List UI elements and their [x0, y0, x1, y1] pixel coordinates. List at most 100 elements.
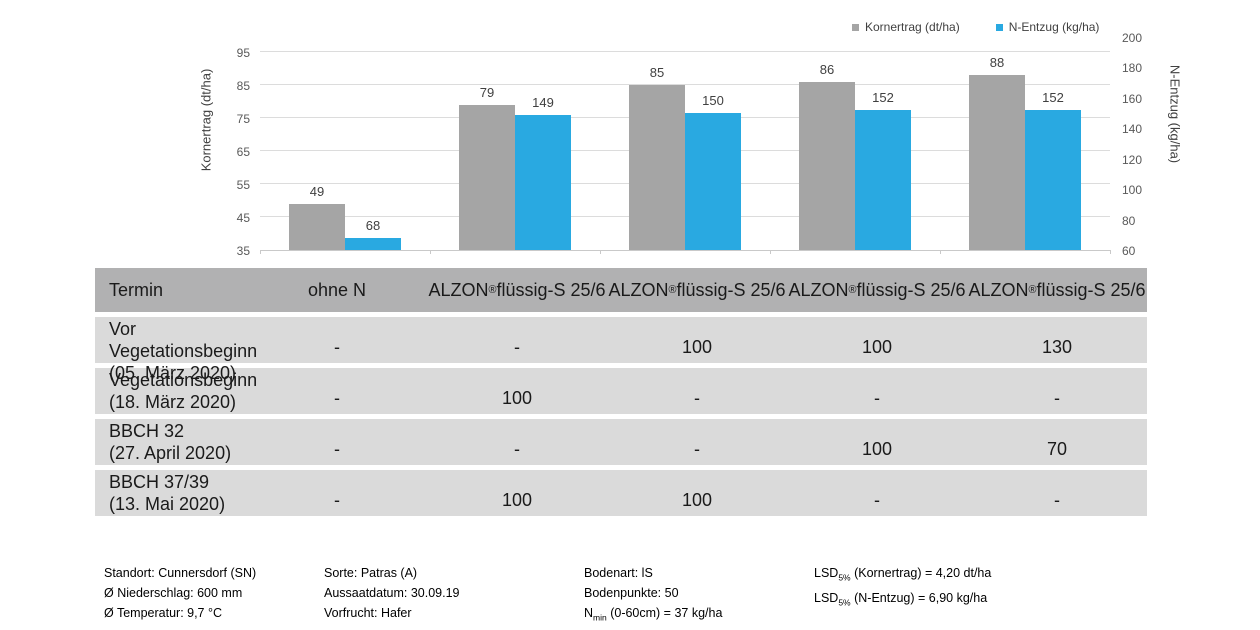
left-tick-label: 55	[236, 177, 250, 192]
table-header-termin: Termin	[109, 279, 164, 300]
footer-line: LSD5% (N-Entzug) = 6,90 kg/ha	[814, 590, 988, 608]
right-axis-title: N-Entzug (kg/ha)	[1167, 64, 1183, 164]
subscript: min	[593, 612, 607, 623]
n-entzug-bar	[1025, 110, 1081, 250]
n-entzug-value-label: 152	[872, 90, 894, 106]
table-header-column: ohne N	[307, 279, 367, 300]
right-tick-label: 100	[1122, 183, 1143, 198]
footer-column: Bodenart: lS Bodenpunkte: 50 Nmin (0-60cm)…	[584, 563, 722, 628]
footer-column: LSD5% (Kornertrag) = 4,20 dt/ha LSD5% (N-…	[814, 563, 991, 612]
legend-item-n-entzug: N-Entzug (kg/ha)	[995, 20, 1100, 34]
table-cell-value: -	[334, 490, 340, 510]
table-cell-value: 100	[501, 388, 533, 408]
table-row: BBCH 32 (27. April 2020) - - - 100 70	[95, 419, 1147, 465]
table-header-row: Termin ohne N ALZON ® flüssig-S 25/6 ALZON ® …	[95, 268, 1147, 312]
n-entzug-value-label: 149	[532, 94, 554, 110]
row-label-name: BBCH 32	[109, 421, 185, 441]
axis-tick	[260, 250, 261, 254]
footer-line: Bodenpunkte: 50	[584, 586, 679, 600]
kornertrag-value-label: 88	[989, 54, 1005, 70]
footer-column: Standort: Cunnersdorf (SN) Ø Niederschlag…	[104, 563, 256, 623]
legend-label-kornertrag: Kornertrag (dt/ha)	[865, 20, 960, 34]
kornertrag-value-label: 85	[649, 64, 665, 80]
legend-label-n-entzug: N-Entzug (kg/ha)	[1008, 20, 1100, 34]
table-cell-value: 100	[861, 337, 893, 357]
subscript: 5%	[838, 597, 851, 607]
table-header-column: ALZON ® flüssig-S 25/6	[608, 279, 786, 300]
kornertrag-bar	[969, 74, 1025, 250]
footer-line: Sorte: Patras (A)	[324, 566, 418, 580]
table-cell-value: 70	[1046, 439, 1068, 459]
row-label-date: (18. März 2020)	[109, 392, 237, 412]
row-label-cell: BBCH 32 (27. April 2020)	[95, 419, 247, 465]
legend-item-kornertrag: Kornertrag (dt/ha)	[852, 20, 960, 34]
right-tick-label: 80	[1122, 213, 1136, 228]
table-cell-value: -	[514, 337, 520, 357]
trial-details-footer: Standort: Cunnersdorf (SN) Ø Niederschlag…	[0, 563, 1260, 630]
n-entzug-bar	[855, 110, 911, 250]
table-cell-value: -	[874, 388, 880, 408]
n-entzug-value-label: 152	[1042, 90, 1064, 106]
axis-tick	[600, 250, 601, 254]
chart-legend: Kornertrag (dt/ha) N-Entzug (kg/ha)	[852, 20, 1099, 34]
table-cell-value: -	[334, 388, 340, 408]
kornertrag-value-label: 86	[819, 61, 835, 77]
right-tick-label: 120	[1122, 152, 1143, 167]
n-entzug-value-label: 150	[702, 93, 724, 109]
row-label-name: Vegetationsbeginn	[109, 370, 258, 390]
row-label-name: Vor Vegetationsbeginn	[109, 319, 258, 361]
table-row: BBCH 37/39 (13. Mai 2020) - 100 100 - -	[95, 470, 1147, 516]
footer-line: Ø Temperatur: 9,7 °C	[104, 606, 223, 620]
n-entzug-bar	[685, 113, 741, 250]
kornertrag-bar	[289, 203, 345, 250]
kornertrag-swatch-icon	[852, 23, 859, 31]
n-entzug-bar	[515, 114, 571, 250]
footer-line: LSD5% (Kornertrag) = 4,20 dt/ha	[814, 566, 992, 583]
right-tick-label: 160	[1122, 91, 1143, 106]
registered-mark: ®	[488, 284, 497, 296]
left-tick-label: 65	[236, 144, 250, 159]
table-cell-value: -	[334, 337, 340, 357]
table-cell-value: -	[334, 439, 340, 459]
footer-line: Vorfrucht: Hafer	[324, 606, 412, 620]
registered-mark: ®	[1028, 284, 1037, 296]
table-cell-value: 100	[501, 490, 533, 510]
table-header-column: ALZON ® flüssig-S 25/6	[428, 279, 606, 300]
kornertrag-bar	[459, 104, 515, 250]
row-label-date: (27. April 2020)	[109, 443, 232, 463]
table-cell-value: -	[874, 490, 880, 510]
table-cell-value: -	[1054, 490, 1060, 510]
left-tick-label: 95	[236, 45, 250, 60]
kornertrag-value-label: 79	[479, 84, 495, 100]
left-tick-label: 75	[236, 111, 250, 126]
table-cell-value: -	[694, 439, 700, 459]
footer-column: Sorte: Patras (A) Aussaatdatum: 30.09.19 V…	[324, 563, 460, 623]
axis-tick	[1110, 250, 1111, 254]
row-label-date: (05. März 2020)	[109, 363, 237, 383]
kornertrag-bar	[629, 84, 685, 250]
table-cell-value: 100	[681, 337, 713, 357]
table-cell-value: -	[1054, 388, 1060, 408]
table-cell-value: 130	[1041, 337, 1073, 357]
table-cell-value: 100	[681, 490, 713, 510]
registered-mark: ®	[848, 284, 857, 296]
axis-tick	[770, 250, 771, 254]
right-tick-label: 140	[1122, 122, 1143, 137]
right-axis-tick-labels: 60 80 100 120 140 160 180 200	[1122, 31, 1168, 258]
left-tick-label: 35	[236, 244, 250, 258]
footer-line: Standort: Cunnersdorf (SN)	[104, 566, 257, 580]
n-entzug-swatch-icon	[995, 23, 1003, 31]
row-label-date: (13. Mai 2020)	[109, 494, 226, 514]
registered-mark: ®	[668, 284, 677, 296]
fertilizer-schedule-table: Termin ohne N ALZON ® flüssig-S 25/6 ALZON ® …	[95, 268, 1147, 516]
right-tick-label: 200	[1122, 31, 1143, 45]
kornertrag-bar	[799, 81, 855, 250]
footer-line: Ø Niederschlag: 600 mm	[104, 586, 243, 600]
row-label-cell: BBCH 37/39 (13. Mai 2020)	[95, 470, 247, 516]
footer-line: Aussaatdatum: 30.09.19	[324, 586, 460, 600]
table-header-column: ALZON ® flüssig-S 25/6	[968, 279, 1146, 300]
table-cell-value: 100	[861, 439, 893, 459]
table-cell-value: -	[694, 388, 700, 408]
row-label-cell: Vegetationsbeginn (18. März 2020)	[95, 368, 258, 414]
